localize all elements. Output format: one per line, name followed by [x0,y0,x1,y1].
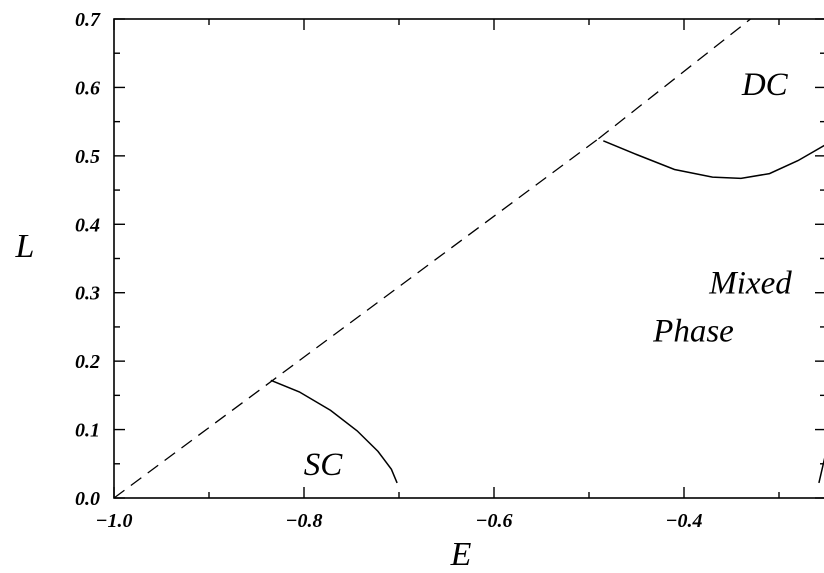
x-tick-label: −0.4 [665,510,702,532]
phase-boundary-curve [270,379,398,484]
x-axis-title: E [450,536,472,573]
y-tick-label: 0.4 [75,214,100,236]
x-tick-label: −0.8 [285,510,322,532]
y-tick-label: 0.2 [75,351,100,373]
series-layer [113,18,824,499]
plot-area [113,18,824,499]
x-tick-label: −1.0 [95,510,132,532]
region-label: DC [741,67,789,103]
y-tick-label: 0.5 [75,146,100,168]
phase-boundary-curve [603,140,824,180]
plot-frame [113,18,824,499]
y-tick-label: 0.1 [75,420,100,442]
y-axis-title: L [15,228,35,265]
region-labels: DCMixedPhaseGSC [304,67,792,483]
y-tick-label: 0.7 [75,9,101,31]
y-tick-label: 0.0 [75,488,100,510]
y-tick-label: 0.3 [75,283,100,305]
region-label: Phase [652,313,734,349]
region-label: SC [304,447,344,483]
dashed-boundary-line [113,138,599,499]
dashed-boundary-line [598,18,751,140]
y-tick-labels: 0.0 0.1 0.2 0.3 0.4 0.5 0.6 0.7 [75,9,101,510]
y-tick-label: 0.6 [75,77,100,99]
x-tick-labels: −1.0−0.8−0.6−0.4−0.20.00.20.4 [95,510,702,532]
x-tick-label: −0.6 [475,510,512,532]
region-label: Mixed [708,265,792,301]
phase-boundary-curve [818,457,824,484]
axis-ticks [113,18,824,499]
